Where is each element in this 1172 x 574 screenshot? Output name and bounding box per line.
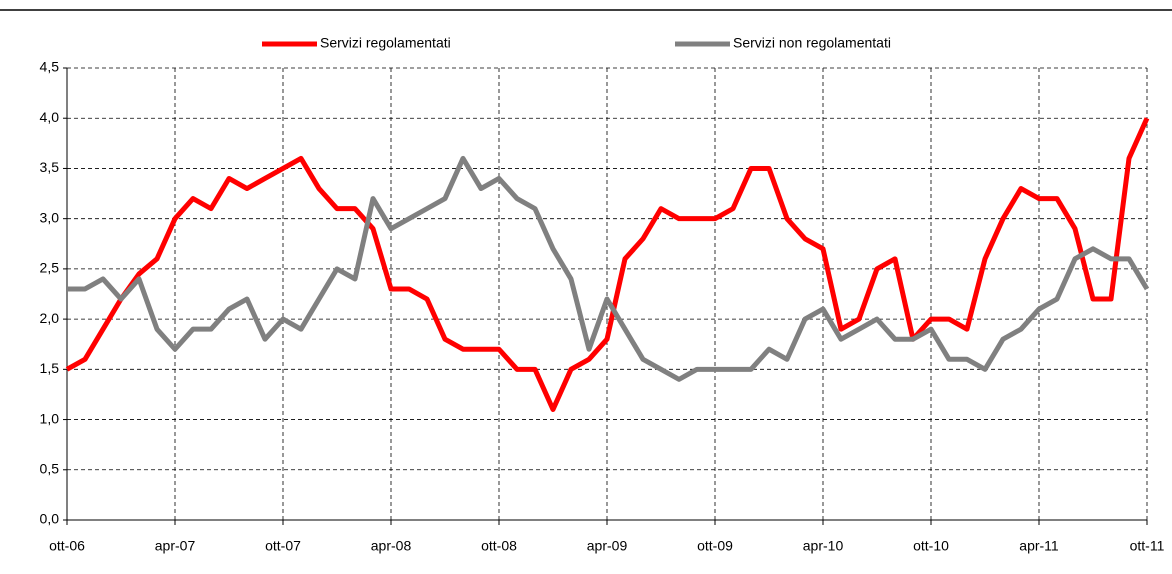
y-tick-label: 3,5 <box>40 159 60 175</box>
x-tick-label: apr-08 <box>371 538 412 554</box>
y-tick-label: 4,5 <box>40 59 60 75</box>
y-tick-label: 2,0 <box>40 310 60 326</box>
y-tick-label: 1,0 <box>40 410 60 426</box>
x-tick-label: apr-09 <box>587 538 628 554</box>
series-line <box>65 117 1150 413</box>
x-tick-label: ott-10 <box>913 538 949 554</box>
x-tick-label: ott-11 <box>1130 538 1165 554</box>
x-tick-label: ott-09 <box>697 538 733 554</box>
x-tick-label: apr-11 <box>1019 538 1059 554</box>
y-tick-label: 2,5 <box>40 260 60 276</box>
y-tick-label: 0,5 <box>40 460 60 476</box>
x-tick-label: apr-10 <box>803 538 844 554</box>
legend-label: Servizi non regolamentati <box>733 35 891 51</box>
y-tick-label: 1,5 <box>40 360 60 376</box>
x-tick-label: ott-07 <box>265 538 301 554</box>
x-tick-label: ott-06 <box>49 538 85 554</box>
y-tick-label: 4,0 <box>40 109 60 125</box>
y-tick-label: 0,0 <box>40 511 60 527</box>
legend-label: Servizi regolamentati <box>320 35 451 51</box>
series-line <box>67 155 1150 382</box>
x-tick-label: ott-08 <box>481 538 517 554</box>
y-tick-label: 3,0 <box>40 209 60 225</box>
x-tick-label: apr-07 <box>155 538 196 554</box>
